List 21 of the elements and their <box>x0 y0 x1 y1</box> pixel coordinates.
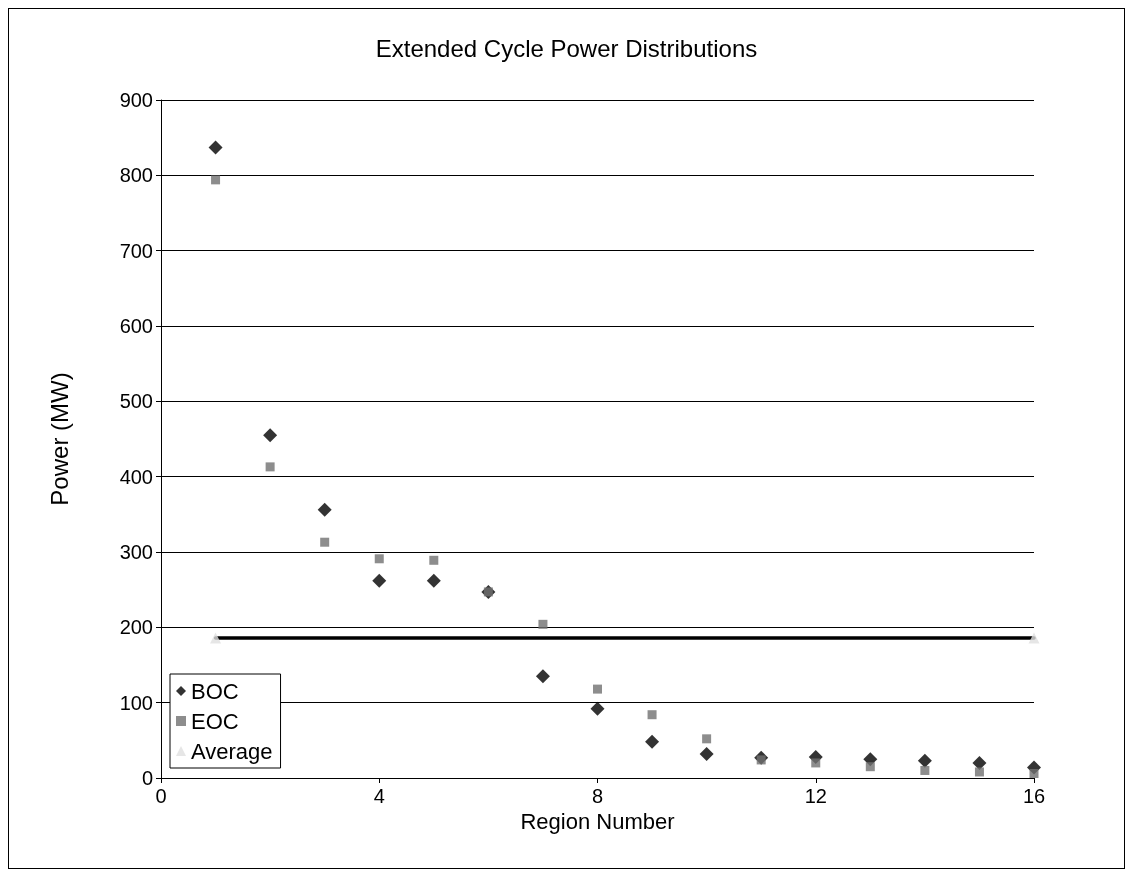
y-tick-label: 200 <box>119 616 153 639</box>
x-tick-label: 0 <box>155 785 167 807</box>
y-tick-label: 800 <box>119 164 153 187</box>
y-tick-label: 100 <box>119 691 153 714</box>
x-tick-label: 16 <box>1022 785 1046 807</box>
y-tick-label: 400 <box>119 465 153 488</box>
x-tick-label: 12 <box>804 785 827 807</box>
legend-label: EOC <box>191 708 239 734</box>
legend-label: Average <box>191 738 273 764</box>
y-tick-label: 500 <box>119 390 153 413</box>
y-axis-title: Power (MW) <box>45 372 73 506</box>
y-tick-label: 700 <box>119 239 153 262</box>
x-tick-label: 4 <box>373 785 385 807</box>
x-tick-label: 8 <box>591 785 604 807</box>
y-tick-label: 300 <box>119 541 153 563</box>
y-tick-label: 600 <box>119 315 153 337</box>
y-tick-label: 900 <box>119 89 153 111</box>
x-axis-title: Region Number <box>520 809 675 835</box>
legend-label: BOC <box>191 678 239 704</box>
y-tick-label: 0 <box>141 767 153 789</box>
chart-title: Extended Cycle Power Distributions <box>375 34 758 62</box>
